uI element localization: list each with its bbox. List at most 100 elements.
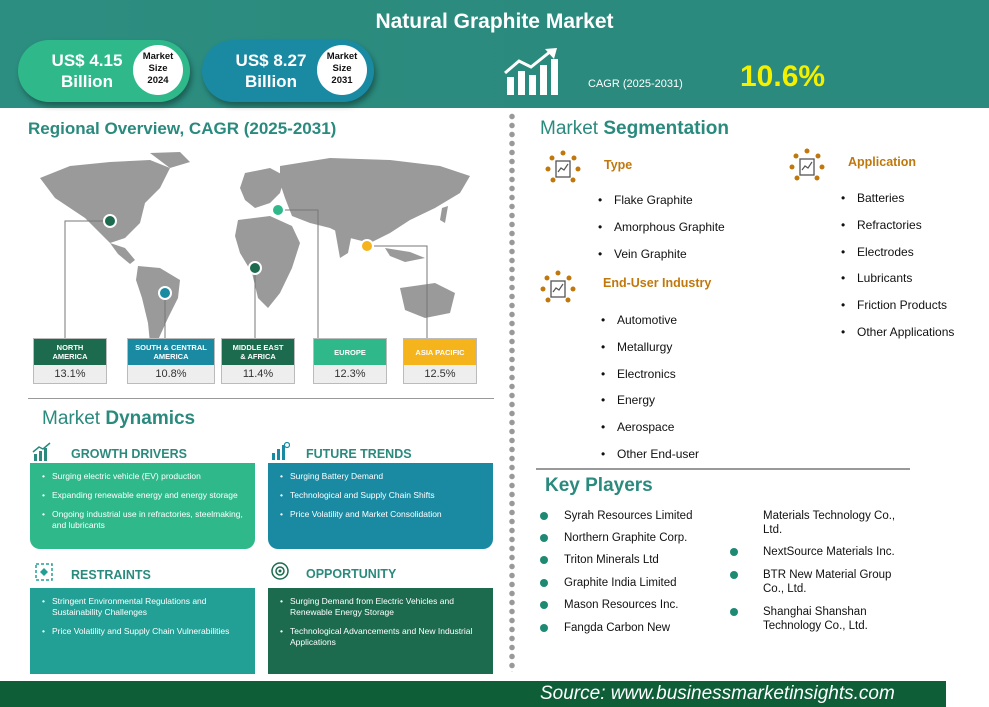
key-player-item: NextSource Materials Inc. (730, 545, 895, 559)
list-item: Expanding renewable energy and energy st… (42, 490, 247, 501)
list-item: Ongoing industrial use in refractories, … (42, 509, 247, 531)
bullet-dot (730, 608, 738, 616)
type-segment-title: Type (604, 158, 633, 172)
key-player-name: Technology Co., Ltd. (763, 620, 868, 632)
heading-bold: Segmentation (603, 118, 729, 139)
key-player-item: Shanghai Shanshan Technology Co., Ltd. (730, 605, 868, 633)
growth-drivers-icon (32, 442, 51, 461)
key-player-item: Mason Resources Inc. (540, 598, 678, 612)
dotted-divider (509, 112, 515, 672)
end-user-segment-title: End-User Industry (603, 276, 712, 290)
badge-line: 2031 (331, 75, 353, 86)
cagr-value: 10.6% (740, 60, 826, 93)
region-label-line: & AFRICA (240, 352, 276, 361)
market-size-2024-amount: US$ 4.15 (51, 51, 123, 70)
list-item: Technological and Supply Chain Shifts (280, 490, 485, 501)
divider (536, 468, 910, 470)
market-size-2031-card: US$ 8.27 Billion Market Size 2031 (202, 40, 374, 102)
future-trends-title: FUTURE TRENDS (306, 447, 412, 461)
key-player-name: Graphite India Limited (564, 577, 677, 589)
key-player-name: Syrah Resources Limited (564, 510, 693, 522)
key-player-item: Syrah Resources Limited (540, 509, 692, 523)
key-players-left-column: Syrah Resources Limited Northern Graphit… (540, 509, 740, 639)
bullet-dot (540, 534, 548, 542)
regional-overview-heading: Regional Overview, CAGR (2025-2031) (28, 119, 337, 138)
list-item: Electrodes (837, 239, 954, 266)
region-card-asia-pacific: ASIA PACIFIC 12.5% (403, 338, 477, 384)
market-dynamics-heading: Market Dynamics (42, 408, 195, 430)
market-size-2031-amount: US$ 8.27 (235, 51, 307, 70)
end-user-segment-icon (540, 270, 576, 303)
cagr-label: CAGR (2025-2031) (588, 78, 683, 90)
key-player-item: BTR New Material Group Co., Ltd. (730, 568, 892, 596)
bullet-dot (730, 548, 738, 556)
region-label-line: MIDDLE EAST (232, 343, 284, 352)
region-label: EUROPE (314, 339, 386, 365)
region-cagr: 12.5% (404, 365, 476, 383)
page-title: Natural Graphite Market (375, 10, 614, 33)
list-item: Energy (597, 387, 699, 414)
application-segment-icon (789, 148, 825, 181)
future-trends-icon (272, 441, 290, 460)
list-item: Vein Graphite (594, 241, 725, 268)
key-player-name: BTR New Material Group (763, 569, 892, 581)
restraints-icon (35, 563, 53, 581)
region-cagr: 13.1% (34, 365, 106, 383)
key-player-item: Triton Minerals Ltd (540, 553, 659, 567)
region-label: ASIA PACIFIC (404, 339, 476, 365)
world-map (40, 152, 470, 343)
region-card-europe: EUROPE 12.3% (313, 338, 387, 384)
badge-line: Market (326, 51, 358, 62)
type-segment-list: Flake Graphite Amorphous Graphite Vein G… (594, 187, 725, 268)
bullet-dot (540, 579, 548, 587)
key-player-item: Materials Technology Co., Ltd. (739, 509, 895, 537)
region-cagr: 12.3% (314, 365, 386, 383)
key-player-name: Shanghai Shanshan (763, 606, 867, 618)
list-item: Automotive (597, 307, 699, 334)
list-item: Aerospace (597, 414, 699, 441)
bullet-dot (540, 556, 548, 564)
list-item: Batteries (837, 185, 954, 212)
opportunity-title: OPPORTUNITY (306, 567, 397, 581)
bullet-dot (540, 601, 548, 609)
badge-line: Size (148, 63, 168, 74)
market-segmentation-heading: Market Segmentation (540, 118, 729, 140)
region-card-south-central-america: SOUTH & CENTRAL AMERICA 10.8% (127, 338, 215, 384)
restraints-box: Stringent Environmental Regulations and … (30, 588, 255, 674)
growth-chart-icon (504, 48, 558, 95)
key-players-heading: Key Players (545, 475, 653, 496)
key-player-name: NextSource Materials Inc. (763, 546, 895, 558)
key-player-name: Materials Technology Co., (763, 510, 896, 522)
list-item: Flake Graphite (594, 187, 725, 214)
bullet-dot (540, 512, 548, 520)
divider (28, 398, 494, 399)
application-segment-list: Batteries Refractories Electrodes Lubric… (837, 185, 954, 346)
list-item: Price Volatility and Market Consolidatio… (280, 509, 485, 520)
region-cagr: 11.4% (222, 365, 294, 383)
list-item: Other End-user (597, 441, 699, 468)
list-item: Surging Battery Demand (280, 471, 485, 482)
list-item: Stringent Environmental Regulations and … (42, 596, 247, 618)
region-cagr: 10.8% (128, 365, 214, 383)
opportunity-box: Surging Demand from Electric Vehicles an… (268, 588, 493, 674)
region-label-line: NORTH (56, 343, 84, 352)
market-size-2031-unit: Billion (245, 72, 297, 91)
heading-light: Market (42, 408, 106, 429)
region-label-line: SOUTH & CENTRAL (135, 343, 207, 352)
region-label: SOUTH & CENTRAL AMERICA (128, 339, 214, 365)
badge-line: Size (332, 63, 352, 74)
list-item: Amorphous Graphite (594, 214, 725, 241)
list-item: Surging electric vehicle (EV) production (42, 471, 247, 482)
growth-drivers-title: GROWTH DRIVERS (71, 447, 187, 461)
list-item: Lubricants (837, 265, 954, 292)
key-player-name: Triton Minerals Ltd (564, 554, 659, 566)
bullet-dot (730, 571, 738, 579)
key-player-name: Fangda Carbon New (564, 622, 671, 634)
future-trends-box: Surging Battery Demand Technological and… (268, 463, 493, 549)
restraints-title: RESTRAINTS (71, 568, 151, 582)
list-item: Electronics (597, 361, 699, 388)
source-link[interactable]: Source: www.businessmarketinsights.com (540, 683, 895, 704)
market-size-2024-badge: Market Size 2024 (133, 45, 183, 95)
market-size-2024-card: US$ 4.15 Billion Market Size 2024 (18, 40, 190, 102)
application-segment-title: Application (848, 155, 917, 169)
